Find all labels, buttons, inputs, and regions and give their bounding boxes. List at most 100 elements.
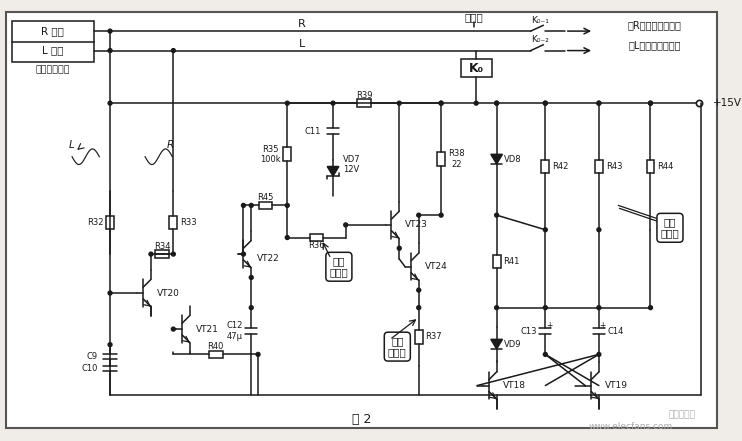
Text: VD8: VD8 [505,155,522,164]
Text: VD7
12V: VD7 12V [343,155,361,174]
Bar [595,160,603,173]
Circle shape [597,228,601,232]
Text: R34: R34 [154,242,171,251]
Bar [155,250,169,258]
Text: VD9: VD9 [505,340,522,349]
Text: 图 2: 图 2 [352,413,371,426]
Text: VT22: VT22 [257,254,280,263]
Circle shape [397,247,401,250]
Text: C13: C13 [520,326,536,336]
Text: K₀: K₀ [469,62,484,75]
Circle shape [171,49,175,52]
Circle shape [543,228,548,232]
Bar [169,216,177,229]
Circle shape [649,101,652,105]
Circle shape [344,223,348,227]
Circle shape [108,343,112,347]
Text: C12
47μ: C12 47μ [226,321,243,341]
Circle shape [171,327,175,331]
Circle shape [171,252,175,256]
Text: R44: R44 [657,162,674,171]
Text: R41: R41 [504,257,520,266]
Bar [258,202,272,209]
Circle shape [543,101,548,105]
Text: L: L [299,39,305,49]
Circle shape [286,203,289,207]
Polygon shape [490,339,502,349]
Bar [461,60,492,77]
Circle shape [649,101,652,105]
Text: 继电器: 继电器 [464,12,484,22]
Bar [358,99,371,107]
Circle shape [597,306,601,310]
Circle shape [543,352,548,356]
Circle shape [417,306,421,310]
Text: +15V: +15V [713,98,742,108]
Circle shape [597,101,601,105]
Text: R: R [298,19,306,29]
Text: 至L音筱（扬声器）: 至L音筱（扬声器） [628,40,680,50]
Text: R37: R37 [426,333,442,341]
Text: R35
100k: R35 100k [260,145,280,164]
Circle shape [249,306,253,310]
Circle shape [286,235,289,239]
Circle shape [495,101,499,105]
Text: R33: R33 [180,218,197,227]
Text: R42: R42 [552,162,568,171]
Text: K₀₋₂: K₀₋₂ [531,35,549,45]
Circle shape [249,276,253,280]
Text: www.elecfans.com: www.elecfans.com [589,422,673,431]
Text: R39: R39 [356,91,372,100]
Text: 功率放大电路: 功率放大电路 [36,66,70,75]
Bar [209,351,223,358]
Text: C14: C14 [608,326,624,336]
Text: R45: R45 [257,193,274,202]
Circle shape [495,306,499,310]
Circle shape [474,101,478,105]
Circle shape [597,352,601,356]
Circle shape [256,352,260,356]
Bar [415,330,423,344]
Circle shape [286,101,289,105]
Circle shape [439,213,443,217]
Circle shape [417,213,421,217]
Circle shape [149,252,153,256]
Circle shape [439,101,443,105]
Text: 电子发烧友: 电子发烧友 [669,410,695,419]
Circle shape [108,291,112,295]
Circle shape [249,203,253,207]
Text: VT23: VT23 [405,220,428,229]
Text: R40: R40 [208,342,224,351]
Circle shape [543,101,548,105]
Bar [437,152,445,166]
Circle shape [495,213,499,217]
Circle shape [397,101,401,105]
Text: VT18: VT18 [502,381,525,390]
Circle shape [241,203,246,207]
Bar [542,160,549,173]
Text: R: R [167,140,174,150]
Text: +: + [600,321,606,330]
Text: C11: C11 [305,127,321,136]
Text: VT24: VT24 [424,262,447,271]
Text: L 声道: L 声道 [42,45,63,56]
Text: K₀₋₁: K₀₋₁ [531,16,549,25]
Circle shape [439,101,443,105]
Text: C9: C9 [86,352,97,361]
Text: R36: R36 [308,241,325,250]
Bar [12,21,94,62]
Circle shape [417,288,421,292]
Circle shape [495,101,499,105]
Polygon shape [490,154,502,164]
Circle shape [108,29,112,33]
Text: L: L [69,140,75,150]
Circle shape [331,101,335,105]
Text: 至R音筱（扬声器）: 至R音筱（扬声器） [628,20,681,30]
Text: C10: C10 [81,363,97,373]
Text: +: + [546,321,552,330]
Text: 辅助
检测点: 辅助 检测点 [388,336,407,357]
Text: R43: R43 [605,162,623,171]
Text: R 声道: R 声道 [41,26,64,36]
Bar [106,216,114,229]
Text: VT21: VT21 [196,325,219,333]
